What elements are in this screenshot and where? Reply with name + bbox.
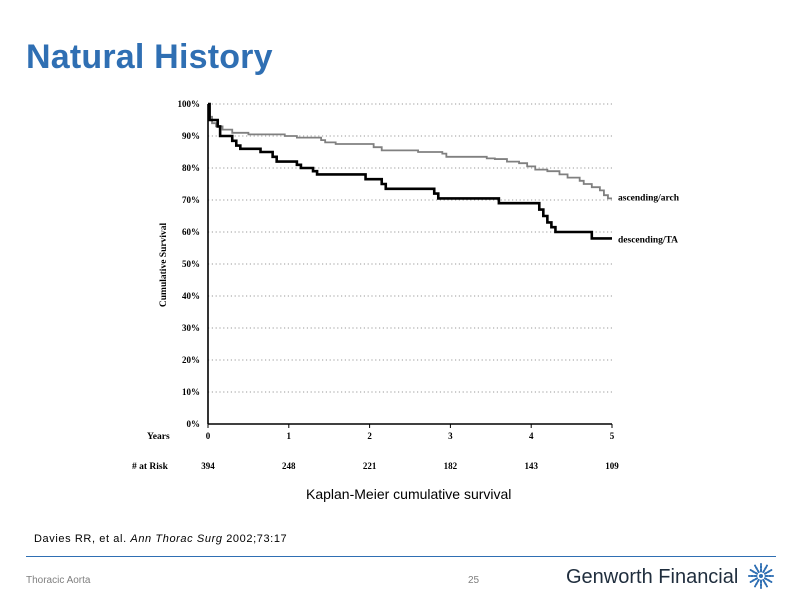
citation: Davies RR, et al. Ann Thorac Surg 2002;7… xyxy=(34,533,287,545)
y-tick-labels: 0% 10% 20% 30% 40% 50% 60% 70% 80% 90% 100% xyxy=(178,99,201,429)
starburst-logo-icon xyxy=(748,563,774,589)
y-tick-label: 20% xyxy=(182,355,200,365)
x-axis-label: Years xyxy=(147,432,170,442)
x-tick-label: 3 xyxy=(448,431,453,441)
series-line-2 xyxy=(208,102,612,240)
slide-title: Natural History xyxy=(26,38,273,76)
y-tick-label: 40% xyxy=(182,291,200,301)
x-tick-label: 4 xyxy=(529,431,534,441)
x-tick-label: 1 xyxy=(287,431,292,441)
at-risk-value: 109 xyxy=(605,461,619,471)
footer-section-label: Thoracic Aorta xyxy=(26,575,91,586)
citation-ref: 2002;73:17 xyxy=(226,533,288,545)
y-tick-label: 70% xyxy=(182,195,200,205)
y-tick-label: 80% xyxy=(182,163,200,173)
y-tick-label: 60% xyxy=(182,227,200,237)
y-tick-label: 50% xyxy=(182,259,200,269)
at-risk-value: 221 xyxy=(363,461,377,471)
at-risk-values: 394 248 221 182 143 109 xyxy=(201,461,619,471)
citation-authors: Davies RR, et al. xyxy=(34,533,127,545)
brand-name-bold: Genworth xyxy=(566,566,653,588)
x-tick-label: 5 xyxy=(610,431,615,441)
y-tick-label: 90% xyxy=(182,131,200,141)
y-tick-label: 10% xyxy=(182,387,200,397)
y-tick-label: 0% xyxy=(187,419,201,429)
chart-caption: Kaplan-Meier cumulative survival xyxy=(306,486,512,502)
y-tick-label: 30% xyxy=(182,323,200,333)
y-axis-label: Cumulative Survival xyxy=(159,223,169,308)
at-risk-value: 248 xyxy=(282,461,296,471)
brand-name-light: Financial xyxy=(658,566,739,588)
at-risk-value: 182 xyxy=(444,461,458,471)
page-number: 25 xyxy=(468,575,480,586)
x-tick-label: 0 xyxy=(206,431,211,441)
chart-grid xyxy=(208,103,612,393)
citation-journal: Ann Thorac Surg xyxy=(130,533,223,545)
y-tick-label: 100% xyxy=(178,99,201,109)
at-risk-value: 143 xyxy=(524,461,538,471)
footer-divider xyxy=(26,556,776,557)
series-label-1: ascending/arch xyxy=(618,193,680,203)
x-tick-label: 2 xyxy=(367,431,372,441)
brand-wordmark: Genworth Financial xyxy=(566,566,738,589)
x-tick-labels: 0 1 2 3 4 5 xyxy=(206,424,615,441)
at-risk-value: 394 xyxy=(201,461,215,471)
series-layer: ascending/arch descending/TA xyxy=(208,102,680,245)
at-risk-label: # at Risk xyxy=(132,462,169,472)
series-line-1 xyxy=(208,103,612,200)
series-label-2: descending/TA xyxy=(618,235,678,245)
